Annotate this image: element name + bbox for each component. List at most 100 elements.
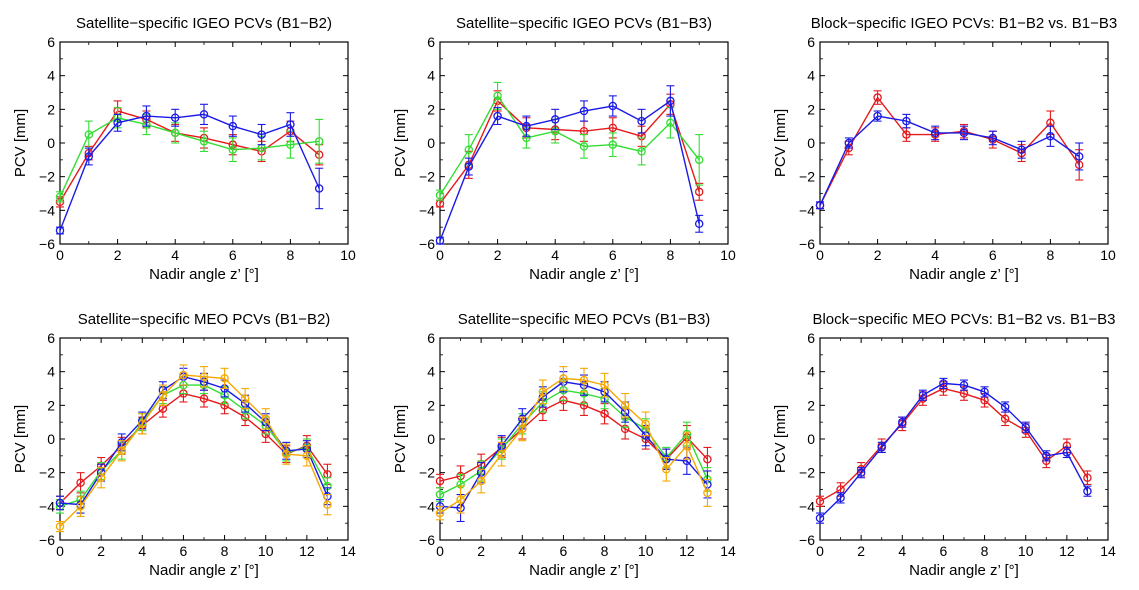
series-line	[59, 374, 329, 527]
y-tick-label: −6	[419, 236, 435, 252]
data-point	[579, 106, 589, 116]
panel-4: Satellite−specific MEO PCVs (B1−B2) 0 2 4 6 8…	[12, 311, 356, 579]
data-point	[873, 111, 882, 121]
data-point	[493, 91, 502, 101]
data-point	[694, 155, 704, 165]
data-point	[286, 140, 295, 149]
data-point	[898, 417, 907, 427]
data-point	[1000, 402, 1010, 412]
data-point	[55, 522, 65, 531]
series-2	[55, 376, 332, 514]
data-point	[257, 130, 266, 139]
data-point	[1074, 152, 1084, 161]
data-point	[608, 101, 618, 111]
y-tick-label: 0	[807, 135, 815, 151]
data-point	[199, 110, 209, 119]
series-3	[55, 103, 324, 235]
series-3	[435, 371, 712, 523]
y-tick-label: 4	[427, 364, 435, 380]
data-point	[836, 493, 845, 503]
data-point	[199, 394, 209, 403]
x-tick-label: 0	[436, 247, 444, 263]
data-point	[96, 473, 106, 482]
data-point	[435, 236, 445, 245]
data-point	[522, 121, 531, 131]
y-tick-label: −6	[799, 532, 815, 548]
data-point	[988, 133, 998, 143]
chart-title: Satellite−specific MEO PCVs (B1−B3)	[458, 311, 711, 328]
x-axis-label: Nadir angle z’ [°]	[909, 562, 1019, 579]
y-tick-label: 4	[807, 364, 815, 380]
series-4	[435, 366, 712, 521]
panel-3: Block−specific IGEO PCVs: B1−B2 vs. B1−B…	[772, 15, 1117, 283]
data-point	[930, 128, 940, 138]
x-tick-label: 2	[97, 543, 105, 559]
y-tick-label: 2	[47, 101, 55, 117]
series-1	[815, 90, 1084, 210]
data-point	[199, 372, 209, 381]
series-line	[439, 94, 700, 196]
x-axis-label: Nadir angle z’ [°]	[529, 562, 639, 579]
data-point	[435, 190, 445, 200]
data-point	[158, 390, 168, 400]
data-point	[682, 441, 692, 450]
y-axis-label: PCV [mm]	[772, 109, 789, 177]
series-line	[819, 115, 1080, 206]
y-tick-label: −4	[39, 202, 55, 218]
data-point	[980, 387, 989, 397]
series-line	[439, 377, 709, 514]
data-point	[84, 152, 94, 161]
y-axis-label: PCV [mm]	[12, 405, 29, 473]
data-point	[815, 201, 825, 210]
x-tick-label: 4	[898, 543, 906, 559]
y-axis-label: PCV [mm]	[772, 405, 789, 473]
panel-6: Block−specific MEO PCVs: B1−B2 vs. B1−B3…	[772, 311, 1116, 579]
data-point	[662, 465, 671, 474]
chart-title: Block−specific IGEO PCVs: B1−B2 vs. B1−B…	[811, 15, 1117, 32]
y-tick-label: 6	[807, 34, 815, 50]
x-tick-label: 6	[940, 543, 948, 559]
data-point	[538, 387, 548, 397]
y-tick-label: 4	[427, 68, 435, 84]
data-point	[550, 115, 560, 124]
data-point	[637, 147, 646, 156]
data-point	[518, 424, 527, 434]
series-line	[819, 387, 1088, 502]
data-point	[694, 187, 704, 197]
y-tick-label: −6	[39, 236, 55, 252]
data-point	[323, 500, 332, 509]
x-tick-label: 8	[981, 543, 989, 559]
y-tick-label: −4	[799, 202, 815, 218]
data-point	[282, 449, 291, 459]
series-1	[815, 381, 1092, 507]
y-tick-label: 2	[47, 397, 55, 413]
data-point	[579, 142, 589, 151]
x-tick-label: 0	[436, 543, 444, 559]
series-1	[55, 100, 324, 208]
y-tick-label: −4	[39, 498, 55, 514]
data-point	[199, 137, 209, 146]
x-tick-label: 14	[340, 543, 356, 559]
y-tick-label: 4	[47, 364, 55, 380]
x-tick-label: 0	[816, 543, 824, 559]
data-point	[902, 116, 911, 126]
series-line	[439, 381, 708, 509]
data-point	[170, 113, 180, 123]
data-point	[600, 409, 609, 418]
x-tick-label: 8	[221, 543, 229, 559]
x-tick-label: 0	[816, 247, 824, 263]
series-line	[59, 110, 320, 203]
y-tick-label: −2	[799, 169, 815, 185]
x-tick-label: 6	[229, 247, 237, 263]
x-tick-label: 10	[638, 543, 654, 559]
data-point	[1046, 132, 1055, 141]
data-point	[240, 394, 250, 403]
data-point	[435, 508, 445, 518]
y-tick-label: 2	[427, 397, 435, 413]
data-point	[228, 145, 238, 154]
series-line	[59, 117, 320, 198]
data-point	[302, 451, 312, 461]
y-tick-label: 0	[807, 431, 815, 447]
y-tick-label: 0	[47, 135, 55, 151]
